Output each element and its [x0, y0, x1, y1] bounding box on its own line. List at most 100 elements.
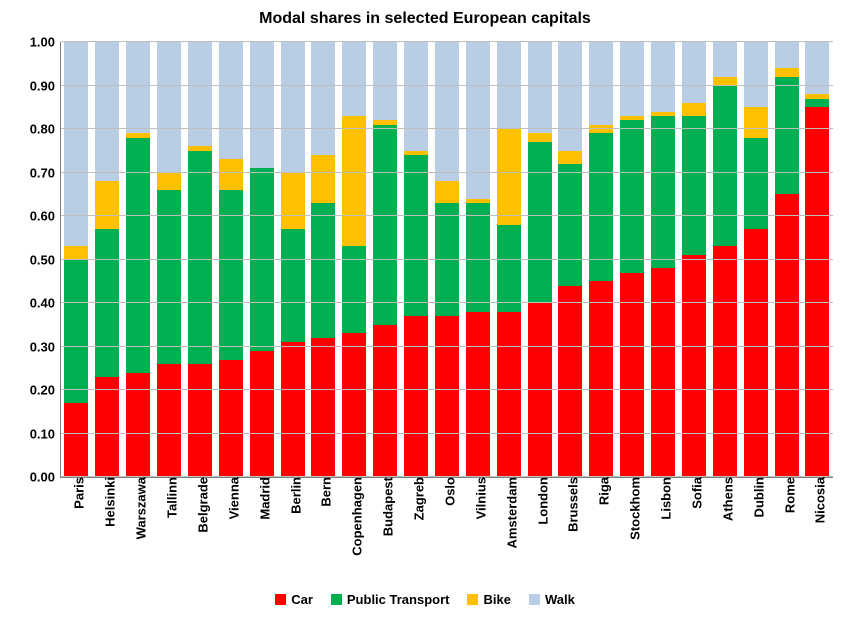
gridline — [61, 433, 833, 434]
stacked-bar — [64, 42, 88, 477]
x-tick-label: Amsterdam — [498, 477, 519, 549]
segment-car — [497, 312, 521, 477]
y-tick-label: 0.10 — [30, 426, 61, 441]
bar-slot: Oslo — [432, 42, 463, 477]
x-tick-label: Copenhagen — [344, 477, 365, 556]
bar-slot: Madrid — [246, 42, 277, 477]
segment-car — [342, 333, 366, 477]
segment-walk — [188, 42, 212, 146]
segment-walk — [713, 42, 737, 77]
gridline — [61, 41, 833, 42]
segment-pt — [126, 138, 150, 373]
segment-pt — [64, 260, 88, 404]
segment-car — [219, 360, 243, 477]
stacked-bar — [219, 42, 243, 477]
legend-label: Car — [291, 592, 313, 607]
legend-item-pt: Public Transport — [331, 592, 450, 607]
segment-bike — [219, 159, 243, 189]
segment-pt — [250, 168, 274, 351]
bar-slot: Zagreb — [401, 42, 432, 477]
bar-slot: Vienna — [215, 42, 246, 477]
segment-walk — [805, 42, 829, 94]
segment-pt — [805, 99, 829, 108]
segment-car — [466, 312, 490, 477]
segment-pt — [651, 116, 675, 268]
segment-car — [250, 351, 274, 477]
segment-bike — [589, 125, 613, 134]
segment-pt — [497, 225, 521, 312]
segment-pt — [713, 86, 737, 247]
modal-share-chart: Modal shares in selected European capita… — [0, 0, 850, 617]
legend: Car Public Transport Bike Walk — [0, 592, 850, 607]
segment-car — [157, 364, 181, 477]
segment-walk — [311, 42, 335, 155]
legend-swatch — [467, 594, 478, 605]
stacked-bar — [651, 42, 675, 477]
segment-walk — [435, 42, 459, 181]
y-tick-label: 0.50 — [30, 252, 61, 267]
segment-walk — [744, 42, 768, 107]
x-tick-label: Budapest — [375, 477, 396, 536]
y-tick-label: 0.40 — [30, 296, 61, 311]
segment-car — [95, 377, 119, 477]
segment-pt — [188, 151, 212, 364]
segment-bike — [157, 173, 181, 190]
segment-bike — [311, 155, 335, 203]
y-tick-label: 0.00 — [30, 470, 61, 485]
bar-slot: Warszawa — [123, 42, 154, 477]
segment-bike — [435, 181, 459, 203]
x-tick-label: Sofia — [683, 477, 704, 509]
gridline — [61, 259, 833, 260]
segment-bike — [95, 181, 119, 229]
stacked-bar — [497, 42, 521, 477]
x-tick-label: Paris — [66, 477, 87, 509]
segment-pt — [95, 229, 119, 377]
stacked-bar — [157, 42, 181, 477]
segment-car — [775, 194, 799, 477]
stacked-bar — [558, 42, 582, 477]
segment-pt — [775, 77, 799, 194]
segment-bike — [775, 68, 799, 77]
segment-pt — [466, 203, 490, 312]
stacked-bar — [528, 42, 552, 477]
segment-car — [558, 286, 582, 477]
x-tick-label: London — [529, 477, 550, 525]
segment-bike — [497, 129, 521, 225]
x-tick-label: Oslo — [436, 477, 457, 506]
bar-slot: Amsterdam — [493, 42, 524, 477]
x-tick-label: Rome — [776, 477, 797, 513]
stacked-bar — [311, 42, 335, 477]
segment-pt — [373, 125, 397, 325]
segment-walk — [126, 42, 150, 133]
bar-slot: Tallinn — [154, 42, 185, 477]
y-tick-label: 0.70 — [30, 165, 61, 180]
bar-slot: London — [524, 42, 555, 477]
stacked-bar — [126, 42, 150, 477]
x-tick-label: Belgrade — [189, 477, 210, 533]
legend-item-walk: Walk — [529, 592, 575, 607]
legend-label: Walk — [545, 592, 575, 607]
segment-car — [373, 325, 397, 477]
segment-bike — [558, 151, 582, 164]
chart-title: Modal shares in selected European capita… — [0, 10, 850, 28]
bar-slot: Copenhagen — [339, 42, 370, 477]
segment-pt — [342, 246, 366, 333]
legend-item-bike: Bike — [467, 592, 510, 607]
bar-slot: Bern — [308, 42, 339, 477]
segment-pt — [435, 203, 459, 316]
bar-slot: Sofia — [679, 42, 710, 477]
bar-slot: Belgrade — [185, 42, 216, 477]
segment-pt — [311, 203, 335, 338]
y-tick-label: 0.20 — [30, 383, 61, 398]
segment-pt — [404, 155, 428, 316]
x-tick-label: Lisbon — [653, 477, 674, 520]
x-tick-label: Bern — [313, 477, 334, 507]
segment-walk — [651, 42, 675, 112]
segment-bike — [281, 173, 305, 230]
segment-walk — [620, 42, 644, 116]
legend-swatch — [275, 594, 286, 605]
legend-label: Public Transport — [347, 592, 450, 607]
x-tick-label: Stockhom — [622, 477, 643, 540]
bar-slot: Helsinki — [92, 42, 123, 477]
gridline — [61, 302, 833, 303]
